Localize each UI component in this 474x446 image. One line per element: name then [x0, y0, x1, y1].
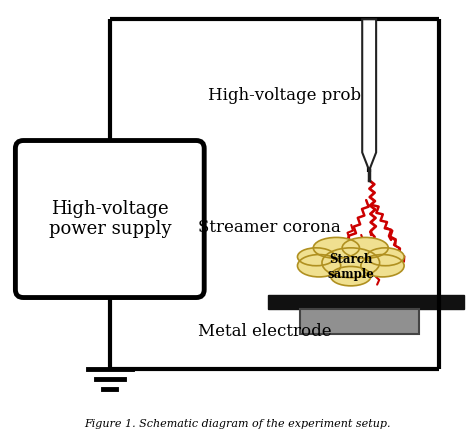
Ellipse shape [330, 266, 371, 286]
Ellipse shape [342, 237, 388, 258]
Ellipse shape [313, 237, 359, 258]
Ellipse shape [322, 248, 380, 278]
Text: Streamer corona: Streamer corona [199, 219, 341, 236]
Ellipse shape [366, 248, 404, 266]
Text: Figure 1. Schematic diagram of the experiment setup.: Figure 1. Schematic diagram of the exper… [84, 419, 390, 429]
Ellipse shape [298, 248, 335, 266]
Text: Metal electrode: Metal electrode [198, 323, 332, 340]
FancyBboxPatch shape [15, 140, 204, 297]
Polygon shape [362, 19, 376, 170]
Ellipse shape [361, 255, 404, 277]
Polygon shape [300, 310, 419, 334]
Text: High-voltage probe: High-voltage probe [208, 87, 371, 104]
Ellipse shape [298, 255, 341, 277]
Polygon shape [268, 294, 464, 310]
Text: High-voltage
power supply: High-voltage power supply [48, 200, 171, 239]
Text: Starch
sample: Starch sample [328, 253, 374, 281]
